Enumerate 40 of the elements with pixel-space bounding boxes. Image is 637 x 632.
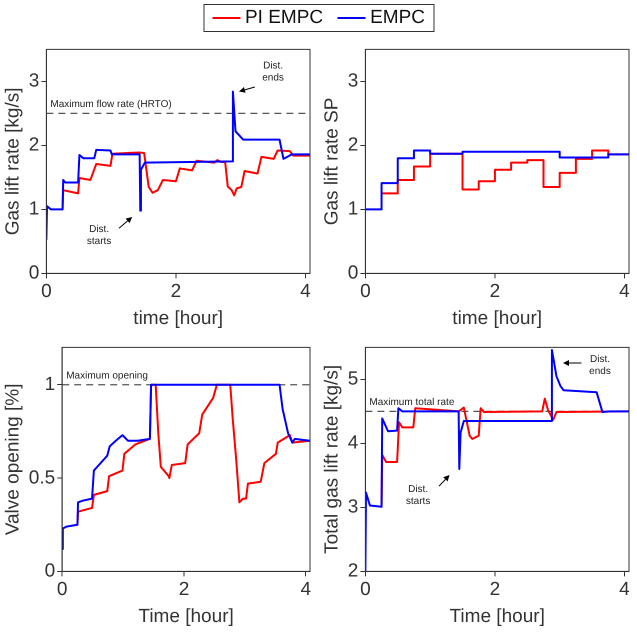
- annotation: Dist. starts: [86, 224, 112, 248]
- y-tick-label: 2: [348, 134, 358, 156]
- x-axis-title: time [hour]: [133, 308, 224, 329]
- y-tick-label: 1: [28, 198, 40, 220]
- annotation: Dist. starts: [406, 484, 430, 507]
- ref-line-label: Maximum opening: [66, 370, 148, 382]
- x-tick-label: 4: [619, 579, 630, 600]
- y-tick-label: 0: [44, 560, 56, 582]
- x-axis-title: Time [hour]: [449, 606, 545, 627]
- y-tick-label: 4: [348, 432, 359, 454]
- y-axis-title: Gas lift rate SP: [322, 98, 343, 226]
- legend-label: PI EMPC: [244, 7, 324, 29]
- x-tick-label: 2: [178, 579, 190, 600]
- y-tick-label: 2: [28, 134, 40, 156]
- x-tick-label: 2: [490, 579, 500, 600]
- y-tick-label: 0: [348, 262, 358, 284]
- y-tick-label: 5: [348, 368, 358, 390]
- y-axis-title: Valve opening [%]: [2, 384, 24, 536]
- x-tick-label: 2: [490, 281, 500, 302]
- y-axis-title: Gas lift rate [kg/s]: [2, 87, 24, 236]
- y-tick-label: 0: [28, 262, 40, 284]
- ref-line-label: Maximum flow rate (HRTO): [50, 99, 172, 110]
- y-tick-label: 2: [348, 560, 358, 582]
- x-axis-title: Time [hour]: [138, 606, 234, 627]
- ref-line-label: Maximum total rate: [369, 397, 455, 408]
- x-tick-label: 4: [619, 281, 630, 302]
- legend-label: EMPC: [369, 7, 426, 29]
- annotation: Dist. ends: [589, 354, 611, 378]
- x-tick-label: 4: [300, 579, 312, 600]
- annotation: Dist. ends: [262, 60, 284, 84]
- y-tick-label: 1: [44, 374, 56, 395]
- y-tick-label: 0.5: [28, 467, 56, 488]
- x-axis-title: time [hour]: [452, 308, 542, 329]
- y-tick-label: 3: [28, 70, 40, 92]
- x-tick-label: 2: [170, 281, 182, 302]
- y-tick-label: 3: [348, 70, 358, 92]
- y-tick-label: 3: [348, 496, 358, 518]
- x-tick-label: 4: [300, 281, 312, 302]
- y-axis-title: Total gas lift rate [kg/s]: [322, 364, 343, 554]
- y-tick-label: 1: [348, 198, 358, 220]
